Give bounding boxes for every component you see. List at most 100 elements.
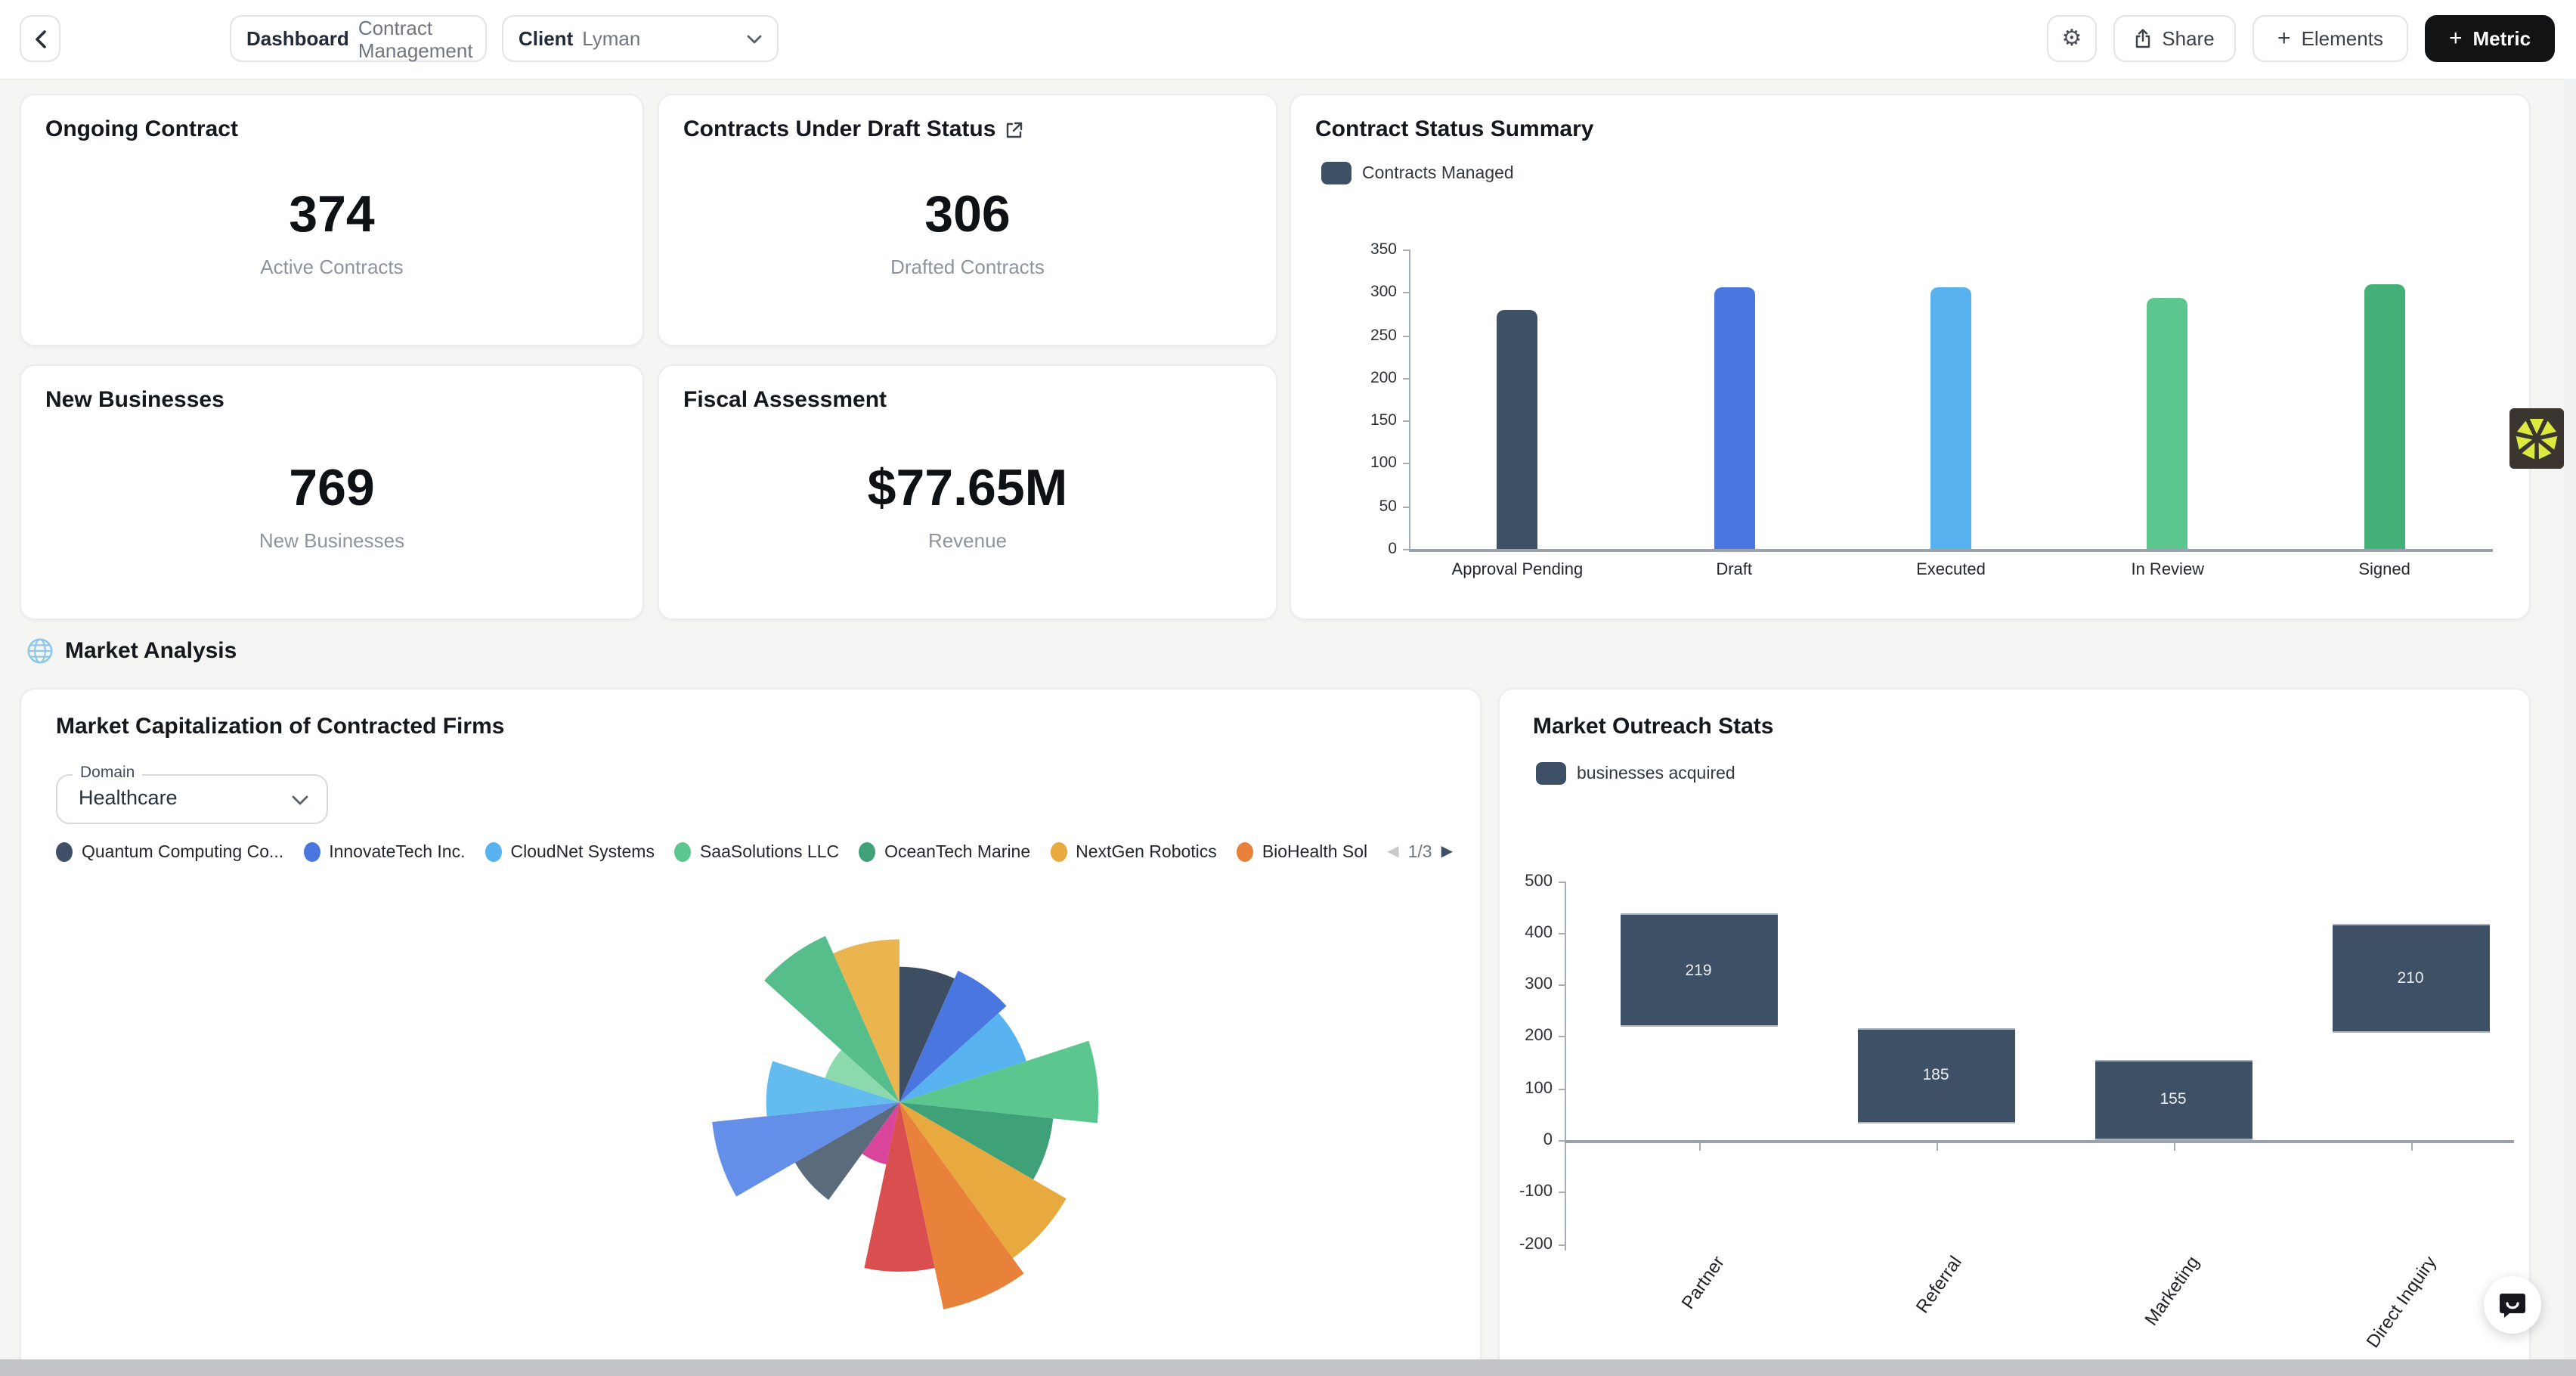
back-button[interactable] [20, 15, 60, 62]
legend-next-page-icon[interactable]: ▶ [1441, 843, 1453, 860]
y-tick-label: 250 [1370, 326, 1397, 345]
y-tick-mark [1403, 335, 1409, 337]
rose-slice[interactable] [862, 1102, 899, 1165]
bar-in-review[interactable] [2147, 297, 2188, 549]
domain-select[interactable]: Domain Healthcare [56, 764, 328, 824]
legend-item-firm[interactable]: Quantum Computing Co... [56, 842, 283, 862]
stat-value: $77.65M [867, 460, 1068, 517]
rose-slice[interactable] [764, 936, 899, 1102]
legend-pagination: ◀ 1/3 ▶ [1387, 843, 1468, 861]
bar-marketing[interactable]: 155 [2095, 1059, 2252, 1140]
share-button[interactable]: Share [2113, 15, 2236, 62]
chart-title: Market Capitalization of Contracted Firm… [56, 714, 505, 739]
y-tick-label: 500 [1525, 872, 1553, 890]
legend-dot [303, 842, 320, 862]
rose-slice[interactable] [766, 1061, 899, 1117]
rose-slice[interactable] [899, 1040, 1099, 1123]
y-tick-mark [1559, 881, 1565, 882]
vertical-scrollbar[interactable] [2564, 79, 2576, 1359]
bar-executed[interactable] [1930, 287, 1971, 549]
x-tick-mark [2173, 1143, 2175, 1151]
pie-legend: Quantum Computing Co... InnovateTech Inc.… [56, 842, 1468, 862]
chevron-down-icon [747, 34, 762, 43]
external-link-icon[interactable] [1005, 120, 1023, 138]
legend-item-contracts-managed[interactable]: Contracts Managed [1321, 162, 1514, 184]
rose-slice[interactable] [899, 966, 955, 1102]
client-select[interactable]: Client Lyman [502, 15, 779, 62]
contract-status-bar-chart: 350 300 250 200 150 100 50 0 Approval Pending Dra… [1291, 95, 2532, 621]
y-tick-mark [1559, 1088, 1565, 1090]
rose-slice[interactable] [899, 971, 1007, 1102]
card-title: Fiscal Assessment [683, 387, 887, 413]
bar-referral[interactable]: 185 [1857, 1027, 2014, 1124]
asterisk-ray [2540, 420, 2557, 436]
rose-slice[interactable] [825, 1049, 899, 1102]
dashboard-select[interactable]: Dashboard Contract Management [230, 15, 487, 62]
rose-slice[interactable] [899, 1102, 1067, 1259]
legend-item-firm[interactable]: CloudNet Systems [485, 842, 655, 862]
rose-slice[interactable] [833, 939, 899, 1102]
stat-caption: Active Contracts [260, 256, 404, 278]
x-axis-line [1565, 1140, 2514, 1143]
brand-widget-tab[interactable] [2509, 408, 2564, 469]
rose-slice[interactable] [794, 1102, 899, 1201]
x-axis-line [1409, 549, 2493, 552]
bar-partner[interactable]: 219 [1620, 913, 1777, 1027]
horizontal-scrollbar[interactable] [0, 1359, 2576, 1376]
bar-approval-pending[interactable] [1497, 309, 1538, 549]
y-tick-mark [1559, 1192, 1565, 1194]
bar-signed[interactable] [2364, 284, 2405, 549]
legend-item-firm[interactable]: NextGen Robotics [1050, 842, 1217, 862]
x-category-label: Marketing [2139, 1252, 2203, 1330]
market-outreach-card: Market Outreach Stats businesses acquire… [1498, 688, 2531, 1376]
bar-draft[interactable] [1714, 287, 1755, 549]
y-tick-mark [1403, 377, 1409, 380]
stat-value: 769 [289, 460, 375, 517]
legend-item-businesses-acquired[interactable]: businesses acquired [1536, 762, 1735, 785]
y-tick-mark [1559, 932, 1565, 934]
bar-value-label: 155 [2160, 1090, 2187, 1109]
legend-firm-label: OceanTech Marine [884, 843, 1031, 861]
market-outreach-bar-chart: 500 400 300 200 100 0 -100 -200 219 Partner 185 Ref… [1500, 690, 2532, 1376]
bar-value-label: 185 [1922, 1066, 1949, 1085]
domain-select-value: Healthcare [79, 786, 178, 809]
rose-slice[interactable] [899, 1102, 1054, 1180]
client-select-label: Client [519, 27, 574, 50]
card-title: Ongoing Contract [45, 116, 238, 142]
rose-slice[interactable] [899, 1102, 1024, 1309]
legend-item-firm[interactable]: OceanTech Marine [859, 842, 1030, 862]
x-category-label: Signed [2358, 561, 2410, 579]
add-elements-button[interactable]: + Elements [2252, 15, 2408, 62]
legend-item-firm[interactable]: SaaSolutions LLC [673, 842, 839, 862]
share-button-label: Share [2162, 27, 2215, 50]
stat-value: 306 [924, 186, 1011, 243]
legend-page-indicator: 1/3 [1407, 843, 1432, 861]
y-tick-label: -200 [1519, 1235, 1553, 1254]
y-tick-label: 100 [1370, 454, 1397, 473]
legend-prev-page-icon[interactable]: ◀ [1387, 843, 1399, 860]
y-tick-label: 200 [1370, 368, 1397, 387]
x-category-label: Partner [1676, 1252, 1728, 1313]
x-tick-mark [1936, 1143, 1937, 1151]
bar-direct-inquiry[interactable]: 210 [2332, 924, 2489, 1034]
y-tick-mark [1559, 1036, 1565, 1038]
y-tick-mark [1403, 506, 1409, 508]
rose-slice[interactable] [899, 1012, 1026, 1102]
settings-button[interactable]: ⚙ [2047, 15, 2097, 62]
legend-item-firm[interactable]: BioHealth Sol [1236, 842, 1367, 862]
add-metric-button[interactable]: + Metric [2425, 15, 2555, 62]
gear-icon: ⚙ [2061, 26, 2082, 51]
rose-slice[interactable] [864, 1102, 935, 1272]
asterisk-ray [2540, 435, 2558, 450]
legend-item-firm[interactable]: InnovateTech Inc. [303, 842, 466, 862]
market-cap-card: Market Capitalization of Contracted Firm… [20, 688, 1482, 1376]
plus-icon: + [2448, 26, 2463, 51]
chat-launcher-button[interactable] [2484, 1276, 2541, 1334]
chart-title: Market Outreach Stats [1533, 714, 1774, 739]
y-tick-mark [1559, 1244, 1565, 1246]
chevron-left-icon [35, 29, 45, 48]
y-tick-label: 400 [1525, 923, 1553, 942]
x-tick-mark [1698, 1143, 1700, 1151]
rose-slice[interactable] [712, 1102, 899, 1197]
market-analysis-section-header: Market Analysis [27, 638, 237, 664]
